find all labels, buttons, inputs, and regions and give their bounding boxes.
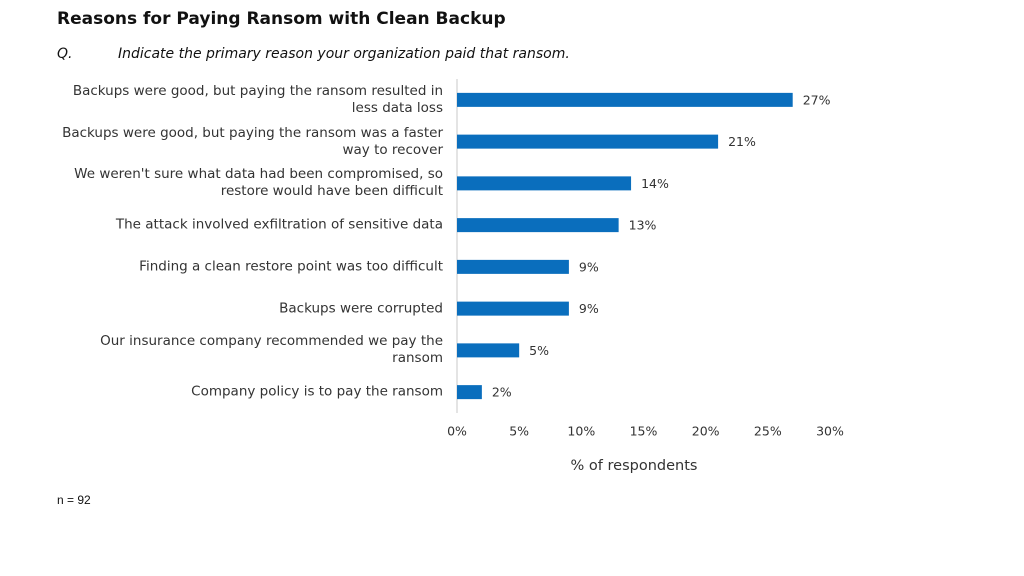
category-label: Company policy is to pay the ransom <box>191 383 443 400</box>
value-label: 27% <box>803 92 831 107</box>
x-tick-label: 10% <box>567 424 595 439</box>
bar <box>457 92 793 107</box>
bar <box>457 134 719 149</box>
x-axis-label: % of respondents <box>571 458 698 474</box>
value-label: 14% <box>641 176 669 191</box>
bar <box>457 176 632 191</box>
sample-note: n = 92 <box>57 493 91 507</box>
x-tick-label: 5% <box>509 424 529 439</box>
x-tick-label: 15% <box>630 424 658 439</box>
category-label: Finding a clean restore point was too di… <box>139 258 443 275</box>
category-label: Backups were good, but paying the ransom… <box>72 82 443 116</box>
value-label: 2% <box>492 385 512 400</box>
category-label: Backups were corrupted <box>279 300 443 317</box>
value-label: 9% <box>579 301 599 316</box>
x-tick-label: 30% <box>816 424 844 439</box>
x-tick-label: 25% <box>754 424 782 439</box>
bar <box>457 385 482 400</box>
question-text: Indicate the primary reason your organiz… <box>118 46 570 62</box>
category-label: Backups were good, but paying the ransom… <box>62 124 443 158</box>
chart-title: Reasons for Paying Ransom with Clean Bac… <box>57 9 506 29</box>
x-tick-label: 0% <box>447 424 467 439</box>
value-label: 21% <box>728 134 756 149</box>
bar <box>457 218 619 233</box>
bar <box>457 259 569 274</box>
value-label: 13% <box>629 218 657 233</box>
question-label: Q. <box>57 46 73 62</box>
category-label: The attack involved exfiltration of sens… <box>115 216 443 233</box>
value-label: 9% <box>579 259 599 274</box>
bar <box>457 343 520 358</box>
value-label: 5% <box>529 343 549 358</box>
category-label: We weren't sure what data had been compr… <box>74 166 443 200</box>
category-label: Our insurance company recommended we pay… <box>100 333 443 367</box>
x-tick-label: 20% <box>692 424 720 439</box>
bar <box>457 301 569 316</box>
